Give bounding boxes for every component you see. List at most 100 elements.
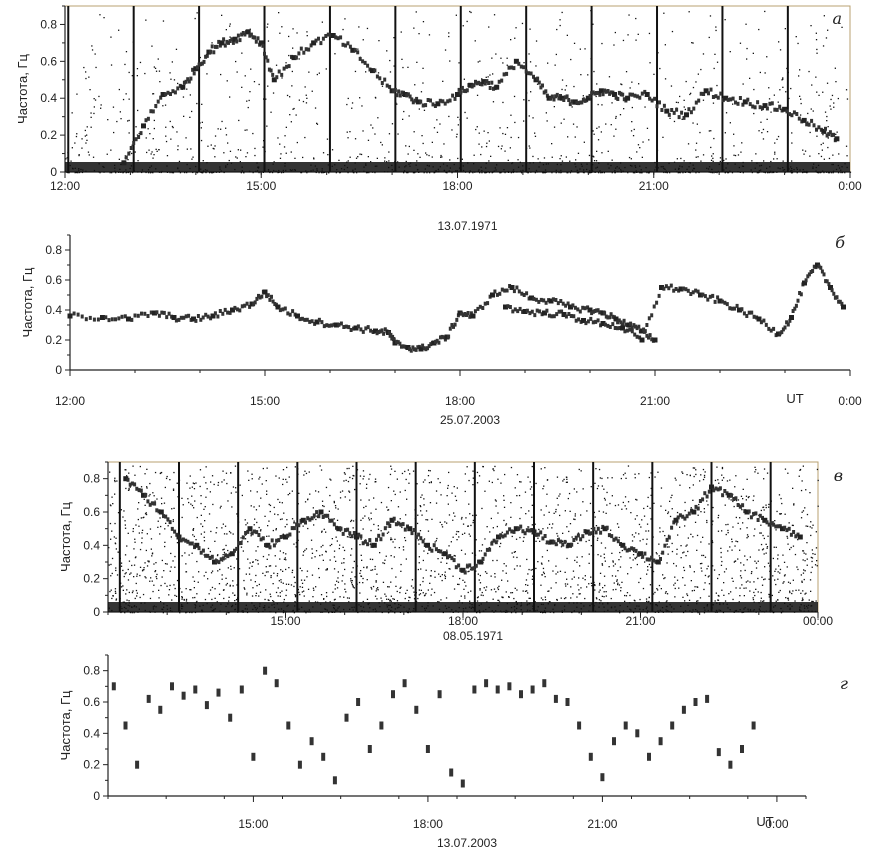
noise-dot (784, 28, 786, 30)
trace-point (288, 312, 292, 317)
noise-dot (376, 588, 378, 590)
trace-point (544, 300, 548, 305)
noise-dot (709, 15, 712, 17)
noise-dot (472, 470, 474, 472)
noise-dot (254, 518, 256, 520)
noise-dot (834, 67, 836, 69)
trace-point (648, 333, 652, 338)
noise-dot (110, 575, 112, 577)
trace-point (748, 102, 752, 107)
noise-dot (648, 172, 650, 174)
noise-dot (188, 501, 190, 504)
noise-dot (232, 486, 235, 488)
noise-dot (171, 508, 173, 510)
noise-dot (305, 94, 307, 96)
x-tick-label: 21:00 (640, 394, 670, 408)
noise-dot (325, 569, 327, 571)
noise-dot (170, 566, 172, 568)
noise-dot (146, 533, 148, 535)
noise-dot (209, 491, 211, 493)
noise-dot (662, 611, 664, 613)
noise-dot (492, 101, 495, 103)
noise-dot (155, 148, 157, 150)
trace-point (785, 109, 789, 114)
noise-dot (798, 75, 800, 77)
noise-dot (587, 74, 589, 76)
noise-dot (461, 158, 463, 160)
noise-dot (423, 550, 425, 552)
noise-dot (627, 465, 630, 467)
trace-point (783, 325, 787, 330)
noise-dot (245, 156, 247, 158)
noise-dot (495, 505, 497, 507)
noise-dot (471, 552, 474, 554)
noise-dot (229, 96, 231, 98)
noise-dot (329, 601, 331, 603)
trace-point (217, 39, 221, 44)
trace-point (266, 293, 270, 298)
trace-point (184, 79, 188, 84)
noise-dot (348, 536, 350, 538)
noise-dot (311, 548, 313, 550)
trace-point (124, 155, 128, 160)
noise-dot (134, 541, 136, 543)
noise-dot (807, 121, 809, 123)
data-point (737, 307, 742, 313)
data-point (314, 319, 320, 325)
trace-point (830, 288, 834, 293)
noise-dot (225, 29, 227, 31)
noise-dot (210, 572, 213, 574)
noise-dot (667, 512, 669, 515)
noise-dot (418, 556, 420, 558)
trace-point (347, 325, 351, 330)
noise-dot (251, 565, 253, 567)
noise-dot (151, 171, 153, 174)
noise-dot (244, 129, 246, 131)
noise-dot (371, 569, 374, 571)
low-frequency-band (65, 162, 850, 172)
noise-dot (217, 128, 219, 130)
noise-dot (720, 564, 723, 566)
noise-dot (291, 490, 293, 492)
trace-point (606, 315, 610, 320)
noise-dot (827, 29, 829, 31)
data-point (652, 337, 658, 343)
noise-dot (158, 70, 161, 72)
trace-point (635, 326, 639, 331)
noise-dot (675, 101, 678, 103)
noise-dot (371, 171, 374, 173)
noise-dot (486, 572, 488, 574)
noise-dot (566, 476, 568, 478)
noise-dot (457, 116, 459, 118)
noise-dot (540, 562, 543, 564)
noise-dot (658, 543, 660, 545)
noise-dot (699, 563, 702, 565)
noise-dot (171, 61, 173, 63)
noise-dot (645, 530, 647, 532)
noise-dot (366, 579, 368, 581)
noise-dot (126, 475, 128, 477)
noise-dot (690, 507, 692, 509)
data-point (659, 285, 664, 290)
noise-dot (212, 147, 214, 150)
noise-dot (697, 611, 699, 614)
noise-dot (287, 494, 289, 496)
noise-dot (474, 171, 476, 173)
trace-point (219, 557, 223, 562)
noise-dot (511, 552, 513, 554)
noise-dot (254, 581, 256, 583)
noise-dot (466, 20, 468, 23)
noise-dot (66, 157, 68, 159)
data-point (171, 315, 177, 320)
noise-dot (774, 520, 776, 522)
noise-dot (750, 572, 753, 575)
noise-dot (301, 591, 303, 593)
noise-dot (595, 468, 597, 470)
noise-dot (416, 522, 419, 525)
data-point (392, 340, 398, 346)
noise-dot (488, 140, 490, 142)
noise-dot (132, 528, 134, 530)
noise-dot (574, 518, 576, 521)
trace-point (464, 89, 468, 94)
noise-dot (351, 571, 353, 573)
